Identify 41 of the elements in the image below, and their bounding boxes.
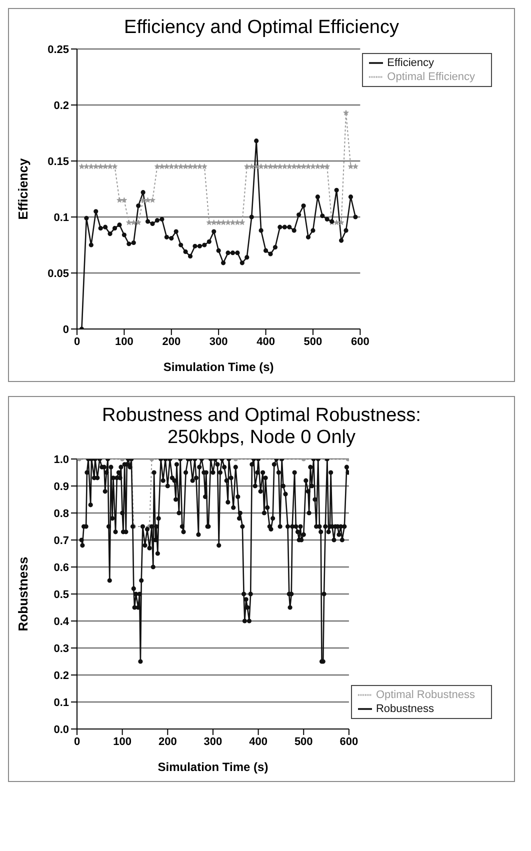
y-tick-label: 0.4 <box>54 616 70 628</box>
x-tick-label: 400 <box>256 336 275 348</box>
y-tick-label: 0.2 <box>54 100 69 112</box>
y-tick-label: 0.9 <box>54 480 69 493</box>
y-tick-label: 0.6 <box>54 562 69 574</box>
legend-label: Efficiency <box>387 57 434 69</box>
chart-title: Robustness and Optimal Robustness: 250kbps, Node 0 Only <box>101 405 422 449</box>
x-tick-label: 600 <box>340 736 358 748</box>
x-tick-label: 0 <box>74 736 80 748</box>
x-tick-label: 300 <box>209 336 228 348</box>
y-tick-label: 0.7 <box>54 534 69 547</box>
x-tick-label: 100 <box>113 736 132 748</box>
y-tick-label: 0.05 <box>48 268 69 280</box>
y-tick-label: 0.2 <box>54 670 69 682</box>
x-tick-label: 100 <box>115 336 134 348</box>
x-tick-label: 600 <box>350 336 370 348</box>
legend-label: Optimal Efficiency <box>387 71 475 84</box>
legend-label: Robustness <box>376 702 434 715</box>
legend-label: Optimal Robustness <box>376 688 475 701</box>
y-tick-label: 1.0 <box>54 454 69 466</box>
x-axis-title: Simulation Time (s) <box>163 360 274 374</box>
x-tick-label: 200 <box>158 736 177 748</box>
y-axis-title: Efficiency <box>16 158 31 220</box>
x-tick-label: 0 <box>74 336 80 348</box>
y-tick-label: 0.0 <box>54 724 69 736</box>
x-tick-label: 400 <box>249 736 268 748</box>
y-tick-label: 0.25 <box>48 44 69 56</box>
x-tick-label: 200 <box>162 336 181 348</box>
x-tick-label: 500 <box>294 736 313 748</box>
y-tick-label: 0.1 <box>54 696 69 709</box>
y-tick-label: 0.15 <box>48 156 69 168</box>
x-tick-label: 300 <box>204 736 222 748</box>
y-tick-label: 0.3 <box>54 642 69 655</box>
y-axis-title: Robustness <box>16 556 31 632</box>
y-tick-label: 0 <box>62 324 69 336</box>
x-axis-title: Simulation Time (s) <box>158 760 268 774</box>
y-tick-label: 0.5 <box>54 588 69 601</box>
y-tick-label: 0.8 <box>54 508 69 520</box>
y-tick-label: 0.1 <box>54 212 69 224</box>
x-tick-label: 500 <box>304 336 322 348</box>
chart-title: Efficiency and Optimal Efficiency <box>123 17 400 39</box>
